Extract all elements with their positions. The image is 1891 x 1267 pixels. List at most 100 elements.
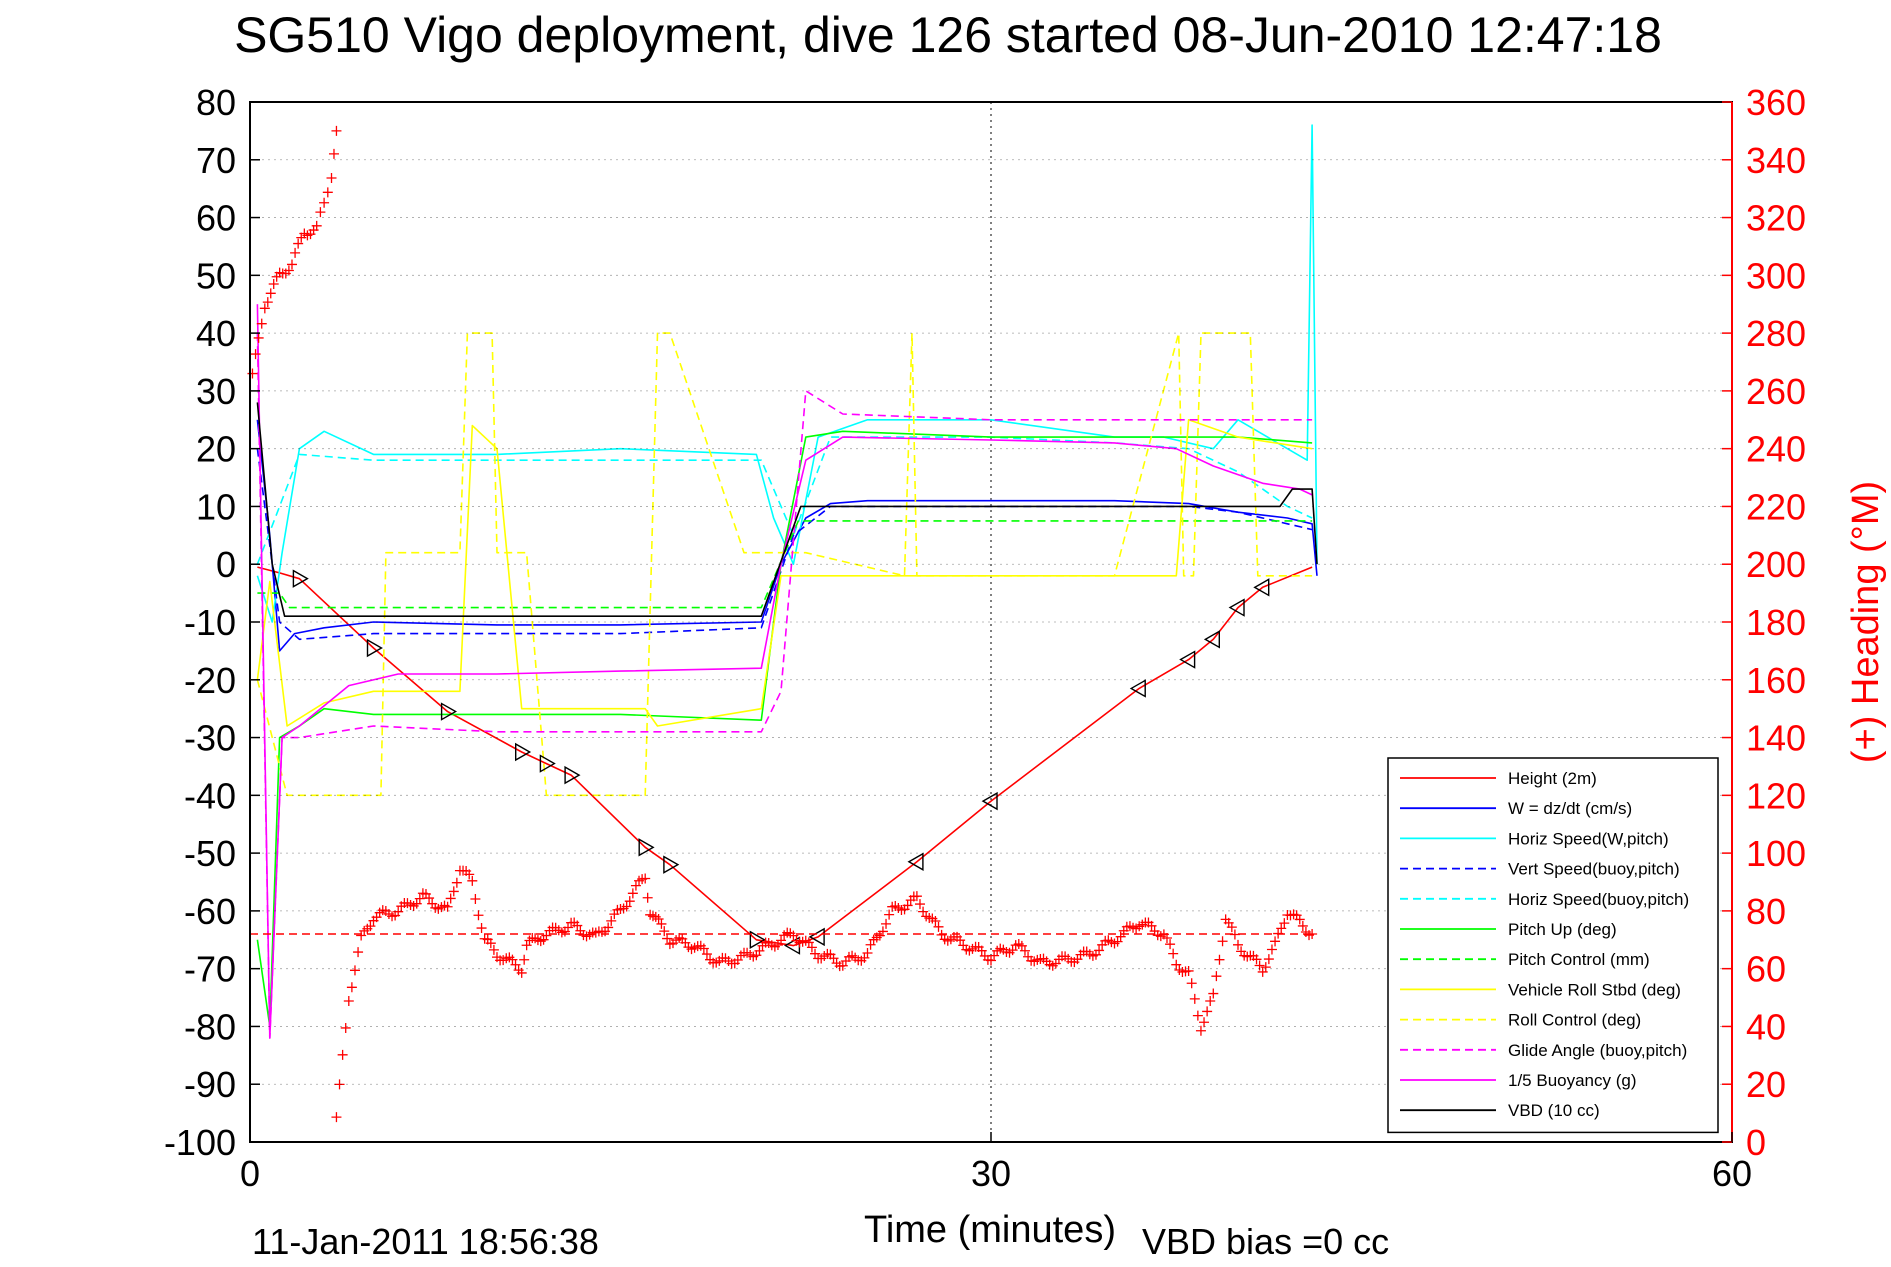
heading-point bbox=[442, 901, 453, 912]
heading-point bbox=[624, 896, 635, 907]
left-tick-label: -30 bbox=[184, 718, 236, 759]
heading-point bbox=[902, 900, 913, 911]
heading-point bbox=[322, 187, 333, 198]
heading-point bbox=[933, 921, 944, 932]
series-line-4 bbox=[256, 448, 1313, 641]
heading-point bbox=[516, 967, 527, 978]
heading-point bbox=[955, 935, 966, 946]
heading-point bbox=[1270, 936, 1281, 947]
heading-point bbox=[1211, 971, 1222, 982]
left-axis: 80 70 60 50 40 30 20 10 0 -10 -20 -30 -40 -50 -60 -70 -8… bbox=[164, 82, 1732, 1163]
heading-point bbox=[445, 893, 456, 904]
heading-point bbox=[642, 892, 653, 903]
heading-point bbox=[510, 959, 521, 970]
heading-point bbox=[884, 909, 895, 920]
heading-point bbox=[448, 886, 459, 897]
timestamp-label: 11-Jan-2011 18:56:38 bbox=[252, 1221, 599, 1262]
heading-point bbox=[862, 947, 873, 958]
right-tick-label: 160 bbox=[1746, 660, 1806, 701]
right-tick-label: 20 bbox=[1746, 1064, 1786, 1105]
heading-point bbox=[1266, 944, 1277, 955]
heading-point bbox=[1183, 965, 1194, 976]
heading-point bbox=[470, 894, 481, 905]
heading-point bbox=[1192, 1010, 1203, 1021]
series-line-3 bbox=[256, 124, 1318, 623]
heading-point bbox=[1202, 1006, 1213, 1017]
heading-point bbox=[865, 939, 876, 950]
legend-label: Horiz Speed(buoy,pitch) bbox=[1508, 890, 1689, 909]
heading-point bbox=[488, 944, 499, 955]
left-tick-label: 60 bbox=[196, 198, 236, 239]
left-tick-label: -40 bbox=[184, 775, 236, 816]
right-tick-label: 360 bbox=[1746, 82, 1806, 123]
right-tick-label: 0 bbox=[1746, 1122, 1766, 1163]
right-tick-label: 320 bbox=[1746, 198, 1806, 239]
heading-point bbox=[268, 279, 279, 290]
legend-label: Vert Speed(buoy,pitch) bbox=[1508, 860, 1680, 879]
heading-point bbox=[507, 954, 518, 965]
right-axis-label: (+) Heading (°M) bbox=[1845, 481, 1887, 763]
legend-label: W = dz/dt (cm/s) bbox=[1508, 799, 1632, 818]
heading-point bbox=[621, 901, 632, 912]
heading-point bbox=[353, 947, 364, 958]
right-axis: 3603403203002802602402202001801601401201… bbox=[1722, 82, 1806, 1163]
heading-point bbox=[1205, 996, 1216, 1007]
heading-layer bbox=[247, 125, 1318, 1123]
x-tick-label: 30 bbox=[971, 1153, 1011, 1194]
heading-point bbox=[1189, 993, 1200, 1004]
heading-point bbox=[346, 982, 357, 993]
heading-point bbox=[290, 247, 301, 258]
heading-point bbox=[328, 148, 339, 159]
height-marker bbox=[907, 852, 924, 871]
heading-point bbox=[701, 949, 712, 960]
left-tick-label: -10 bbox=[184, 602, 236, 643]
right-tick-label: 80 bbox=[1746, 891, 1786, 932]
legend-label: Horiz Speed(W,pitch) bbox=[1508, 829, 1669, 848]
heading-point bbox=[1168, 948, 1179, 959]
heading-point bbox=[1165, 939, 1176, 950]
left-tick-label: -100 bbox=[164, 1122, 236, 1163]
heading-point bbox=[315, 207, 326, 218]
heading-point bbox=[286, 259, 297, 270]
legend-label: Pitch Up (deg) bbox=[1508, 920, 1617, 939]
left-tick-label: 50 bbox=[196, 255, 236, 296]
heading-point bbox=[1294, 914, 1305, 925]
heading-point bbox=[1214, 954, 1225, 965]
left-tick-label: 20 bbox=[196, 429, 236, 470]
heading-point bbox=[473, 910, 484, 921]
height-marker bbox=[1228, 598, 1245, 617]
series-line-7 bbox=[257, 520, 1313, 609]
heading-point bbox=[331, 125, 342, 136]
right-tick-label: 260 bbox=[1746, 371, 1806, 412]
height-marker bbox=[749, 930, 766, 949]
height-marker bbox=[1253, 578, 1270, 597]
x-axis-label: Time (minutes) bbox=[864, 1209, 1116, 1251]
left-tick-label: 10 bbox=[196, 486, 236, 527]
legend-label: Glide Angle (buoy,pitch) bbox=[1508, 1041, 1687, 1060]
legend-box bbox=[1387, 757, 1719, 1134]
height-marker bbox=[638, 838, 655, 857]
left-tick-label: 80 bbox=[196, 82, 236, 123]
height-marker bbox=[1179, 650, 1196, 669]
heading-point bbox=[881, 918, 892, 929]
heading-point bbox=[311, 220, 322, 231]
heading-point bbox=[788, 930, 799, 941]
height-marker bbox=[515, 742, 532, 762]
heading-point bbox=[640, 873, 651, 884]
legend-label: Pitch Control (mm) bbox=[1508, 950, 1650, 969]
heading-point bbox=[411, 898, 422, 909]
legend-label: Roll Control (deg) bbox=[1508, 1011, 1641, 1030]
heading-point bbox=[603, 922, 614, 933]
height-marker bbox=[539, 754, 556, 773]
heading-point bbox=[572, 920, 583, 931]
heading-point bbox=[1263, 954, 1274, 965]
heading-point bbox=[1297, 920, 1308, 931]
x-tick-label: 60 bbox=[1712, 1153, 1752, 1194]
heading-point bbox=[265, 288, 276, 299]
heading-point bbox=[1254, 960, 1265, 971]
heading-point bbox=[262, 297, 273, 308]
x-axis: 0 30 60 bbox=[240, 1132, 1752, 1194]
heading-point bbox=[414, 893, 425, 904]
right-tick-label: 180 bbox=[1746, 602, 1806, 643]
heading-point bbox=[340, 1022, 351, 1033]
